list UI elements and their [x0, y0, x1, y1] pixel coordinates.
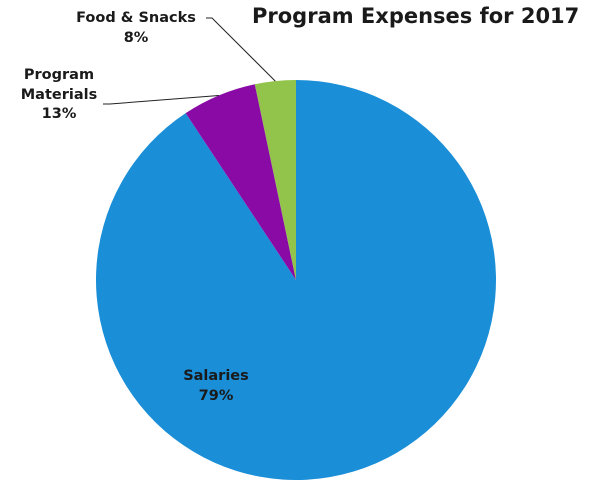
data-label-program-materials: Program Materials 13% [4, 66, 114, 125]
data-label-program-materials-line1: Program [23, 67, 95, 83]
pie-slice-program-materials [185, 84, 296, 280]
data-label-salaries-name: Salaries [183, 368, 249, 384]
leader-lines [103, 17, 276, 105]
leader-line-program-materials [103, 95, 219, 105]
pie-slice-food-snacks [254, 80, 296, 280]
leader-line-food-snacks [206, 17, 276, 82]
slices-group [96, 80, 496, 480]
data-label-program-materials-line2: Materials [20, 86, 98, 103]
data-label-food-snacks-name: Food & Snacks [76, 10, 196, 26]
data-label-program-materials-value: 13% [41, 106, 77, 123]
data-label-salaries-value: 79% [198, 387, 234, 404]
data-label-salaries: Salaries 79% [146, 367, 286, 406]
data-label-food-snacks: Food & Snacks 8% [60, 9, 212, 48]
pie-slice-salaries [96, 80, 496, 480]
chart-title: Program Expenses for 2017 [252, 4, 580, 28]
data-label-food-snacks-value: 8% [123, 29, 149, 46]
